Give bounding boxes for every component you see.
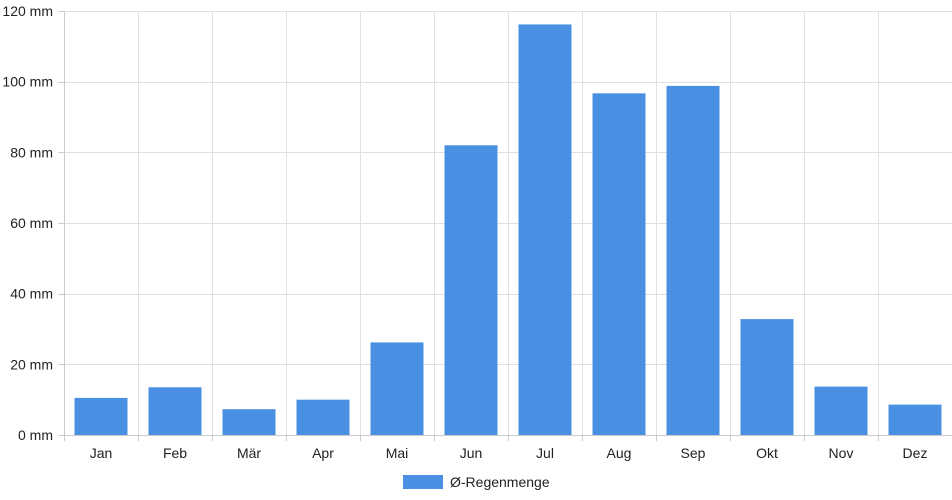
- legend[interactable]: Ø-Regenmenge: [403, 474, 550, 490]
- x-tick-label: Apr: [312, 445, 334, 461]
- x-tick-label: Mär: [237, 445, 261, 461]
- x-tick-label: Mai: [386, 445, 409, 461]
- y-tick-label: 60 mm: [10, 215, 53, 231]
- x-tick-labels: Jan Feb Mär Apr Mai Jun Jul Aug Sep Okt Nov Dez: [90, 445, 928, 461]
- y-tick-label: 0 mm: [18, 427, 53, 443]
- bar-dez[interactable]: [888, 404, 942, 435]
- x-tick-label: Aug: [607, 445, 632, 461]
- bar-mai[interactable]: [370, 342, 424, 435]
- x-tick-label: Jan: [90, 445, 113, 461]
- x-tick-label: Sep: [681, 445, 706, 461]
- y-tick-label: 80 mm: [10, 144, 53, 160]
- x-tick-label: Dez: [903, 445, 928, 461]
- bar-jun[interactable]: [444, 145, 498, 435]
- legend-label: Ø-Regenmenge: [450, 474, 550, 490]
- bar-apr[interactable]: [296, 399, 350, 435]
- x-tick-label: Nov: [829, 445, 854, 461]
- y-tick-label: 20 mm: [10, 356, 53, 372]
- bars: [74, 24, 942, 436]
- bar-aug[interactable]: [592, 93, 646, 436]
- y-tick-label: 100 mm: [2, 74, 53, 90]
- axes: [58, 11, 952, 441]
- y-tick-labels: 0 mm 20 mm 40 mm 60 mm 80 mm 100 mm 120 mm: [2, 3, 53, 443]
- grid-lines: [64, 11, 952, 436]
- y-tick-label: 40 mm: [10, 286, 53, 302]
- bar-jan[interactable]: [74, 397, 128, 435]
- x-tick-label: Jul: [536, 445, 554, 461]
- y-tick-label: 120 mm: [2, 3, 53, 19]
- bar-sep[interactable]: [666, 85, 720, 435]
- bar-okt[interactable]: [740, 319, 794, 435]
- x-tick-label: Feb: [163, 445, 187, 461]
- legend-swatch: [403, 475, 443, 489]
- bar-feb[interactable]: [148, 387, 202, 435]
- bar-mär[interactable]: [222, 409, 276, 435]
- bar-nov[interactable]: [814, 386, 868, 435]
- x-tick-label: Jun: [460, 445, 483, 461]
- x-tick-label: Okt: [756, 445, 778, 461]
- bar-jul[interactable]: [518, 24, 572, 435]
